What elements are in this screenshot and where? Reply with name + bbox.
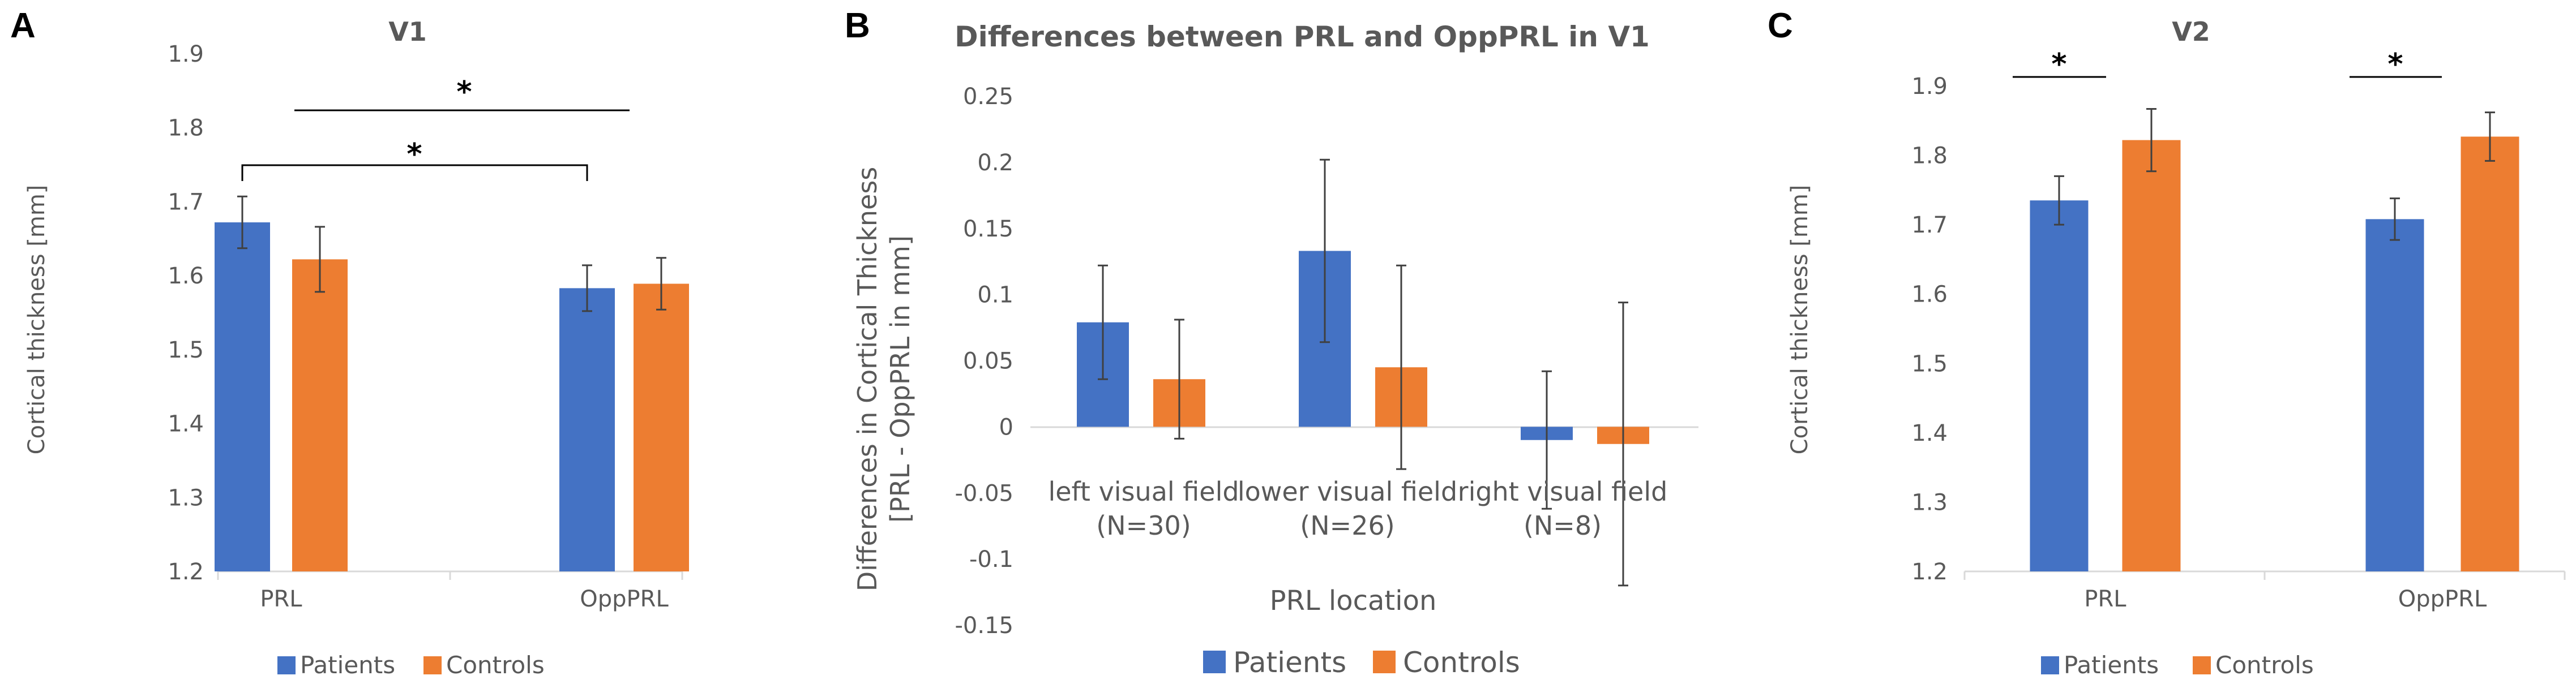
category-label: lower visual field bbox=[1238, 476, 1457, 507]
category-label: PRL bbox=[2084, 586, 2126, 612]
y-tick-label: 1.9 bbox=[1911, 74, 1948, 100]
y-tick-label: -0.15 bbox=[955, 613, 1014, 639]
y-tick-label: 1.6 bbox=[168, 263, 204, 289]
panel-a-letter: A bbox=[10, 6, 36, 45]
panel-c-significance-star-prl: * bbox=[2051, 48, 2066, 81]
category-label: (N=8) bbox=[1524, 510, 1602, 541]
panel-c-y-axis-title: Cortical thickness [mm] bbox=[1787, 185, 1813, 455]
y-tick-label: 1.5 bbox=[168, 337, 204, 363]
panel-a-significance-bracket: * bbox=[241, 137, 588, 181]
panel-b-y-axis-title-line2: [PRL - OppPRL in mm] bbox=[885, 235, 915, 523]
panel-b-y-axis-title-line1: Differences in Cortical Thickness bbox=[852, 167, 883, 592]
error-bar bbox=[2485, 111, 2495, 162]
legend-controls-label: Controls bbox=[446, 651, 545, 679]
error-bar bbox=[582, 264, 592, 312]
bar-controls bbox=[292, 259, 348, 571]
panel-a-legend: Patients Controls bbox=[277, 651, 545, 679]
panel-c-significance-prl: * bbox=[2013, 48, 2106, 81]
panel-c-letter: C bbox=[1768, 6, 1793, 45]
y-tick-label: 1.8 bbox=[1911, 143, 1948, 169]
y-tick-label: 1.6 bbox=[1911, 282, 1948, 308]
y-tick-label: 1.9 bbox=[168, 41, 204, 67]
y-tick-label: 0 bbox=[999, 414, 1013, 440]
legend-patients-swatch bbox=[2041, 656, 2059, 674]
y-tick-label: 0.05 bbox=[963, 349, 1013, 375]
category-label: OppPRL bbox=[580, 586, 669, 612]
y-tick-label: 1.4 bbox=[1911, 420, 1948, 446]
panel-c-legend: Patients Controls bbox=[2041, 651, 2314, 679]
panel-a-title: V1 bbox=[388, 16, 427, 47]
legend-controls-swatch bbox=[423, 656, 442, 674]
category-label: right visual field bbox=[1458, 476, 1668, 507]
category-label: (N=30) bbox=[1096, 510, 1191, 541]
panel-b-letter: B bbox=[845, 6, 870, 45]
error-bar bbox=[2390, 197, 2400, 241]
panel-c-significance-oppprl: * bbox=[2350, 48, 2442, 81]
error-bar bbox=[656, 257, 666, 311]
y-tick-label: 1.3 bbox=[1911, 489, 1948, 515]
bar-patients bbox=[215, 222, 270, 571]
panel-b-x-axis-title: PRL location bbox=[1270, 585, 1437, 617]
error-bar bbox=[1320, 158, 1330, 343]
legend-patients-swatch bbox=[277, 656, 296, 674]
legend-patients-label: Patients bbox=[2064, 651, 2159, 679]
y-tick-label: 0.1 bbox=[977, 282, 1013, 308]
panel-a-y-axis-title: Cortical thickness [mm] bbox=[24, 185, 50, 455]
bar-controls bbox=[634, 283, 689, 571]
legend-controls-swatch bbox=[1373, 651, 1396, 673]
panel-c: C V2 Cortical thickness [mm] 1.2 1.3 1.4 1.… bbox=[1768, 6, 2566, 679]
y-tick-label: 1.7 bbox=[168, 189, 204, 215]
legend-patients-label: Patients bbox=[300, 651, 395, 679]
error-bar bbox=[2146, 107, 2156, 173]
y-tick-label: 1.4 bbox=[168, 411, 204, 437]
panel-c-significance-star-oppprl: * bbox=[2387, 48, 2403, 81]
panel-a-significance-star-lower: * bbox=[406, 137, 422, 171]
y-tick-label: 1.5 bbox=[1911, 351, 1948, 377]
y-tick-label: 0.15 bbox=[963, 216, 1013, 242]
bar-controls bbox=[2122, 140, 2181, 571]
y-tick-label: 1.2 bbox=[1911, 559, 1948, 585]
bar-controls bbox=[2461, 136, 2519, 571]
bar-patients bbox=[2365, 219, 2424, 571]
y-tick-label: 1.2 bbox=[168, 559, 204, 585]
legend-controls-label: Controls bbox=[1403, 646, 1520, 679]
panel-a-significance-star-upper: * bbox=[456, 75, 472, 109]
category-label: left visual field bbox=[1048, 476, 1239, 507]
y-tick-label: 0.2 bbox=[977, 150, 1013, 176]
error-bar bbox=[315, 226, 325, 293]
panel-a-significance-line: * bbox=[294, 75, 630, 111]
y-tick-label: 1.3 bbox=[168, 485, 204, 511]
error-bar bbox=[1618, 302, 1628, 587]
legend-patients-swatch bbox=[1203, 651, 1226, 673]
legend-patients-label: Patients bbox=[1233, 646, 1346, 679]
error-bar bbox=[1098, 264, 1108, 380]
legend-controls-label: Controls bbox=[2215, 651, 2314, 679]
category-label: (N=26) bbox=[1300, 510, 1394, 541]
error-bar bbox=[2054, 175, 2064, 226]
panel-b-legend: Patients Controls bbox=[1203, 646, 1520, 679]
y-tick-label: 1.8 bbox=[168, 115, 204, 141]
panel-b-title: Differences between PRL and OppPRL in V1 bbox=[955, 20, 1650, 53]
category-label: OppPRL bbox=[2398, 586, 2487, 612]
panel-a: A V1 Cortical thickness [mm] 1.2 1.3 1.4 1.… bbox=[10, 6, 689, 679]
bar-patients bbox=[559, 288, 615, 571]
y-tick-label: 1.7 bbox=[1911, 212, 1948, 238]
y-tick-label: 0.25 bbox=[963, 84, 1013, 110]
error-bar bbox=[237, 195, 247, 249]
error-bar bbox=[1542, 370, 1552, 510]
y-tick-label: -0.05 bbox=[955, 480, 1014, 506]
error-bar bbox=[1396, 264, 1406, 470]
category-label: PRL bbox=[260, 586, 302, 612]
legend-controls-swatch bbox=[2193, 656, 2211, 674]
bar-patients bbox=[2030, 200, 2089, 571]
panel-b: B Differences between PRL and OppPRL in … bbox=[845, 6, 1698, 679]
y-tick-label: -0.1 bbox=[969, 547, 1013, 573]
panel-c-title: V2 bbox=[2172, 16, 2210, 47]
error-bar bbox=[1174, 319, 1184, 440]
